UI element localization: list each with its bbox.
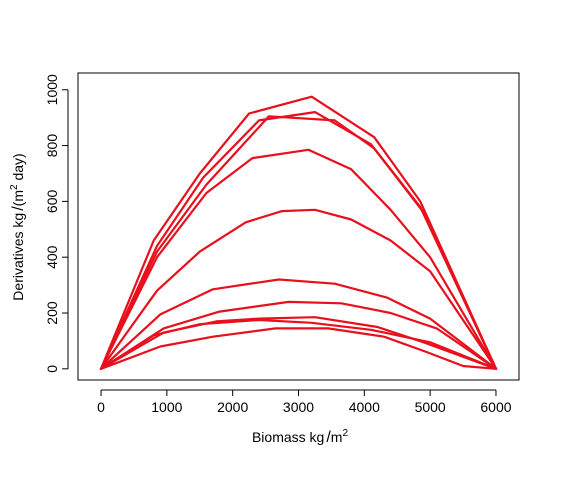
x-tick-label-4: 4000 <box>349 399 380 415</box>
series-line-5 <box>99 208 498 370</box>
y-tick-label-4: 800 <box>44 134 60 158</box>
y-ticks: 0 200 400 600 800 1000 <box>44 74 68 373</box>
x-tick-label-3: 3000 <box>283 399 314 415</box>
x-tick-label-1: 1000 <box>151 399 182 415</box>
series-line-6 <box>99 278 498 370</box>
y-tick-label-1: 200 <box>44 301 60 325</box>
x-axis-label: Biomass kg/m2 <box>252 428 348 446</box>
series-group <box>99 95 498 370</box>
series-line-1 <box>99 95 498 370</box>
x-tick-label-2: 2000 <box>217 399 248 415</box>
x-tick-label-0: 0 <box>97 399 105 415</box>
x-tick-label-6: 6000 <box>480 399 511 415</box>
y-axis-label: Derivatives kg/(m2 day) <box>9 153 27 300</box>
series-line-4 <box>99 148 498 370</box>
series-line-7 <box>99 300 498 370</box>
y-tick-label-3: 600 <box>44 189 60 213</box>
series-line-3 <box>99 115 498 370</box>
plot-box <box>77 72 520 381</box>
y-tick-label-5: 1000 <box>44 74 60 105</box>
x-ticks: 0 1000 2000 3000 4000 5000 6000 <box>97 390 512 415</box>
y-tick-label-0: 0 <box>44 365 60 373</box>
series-line-10 <box>99 327 498 370</box>
y-tick-label-2: 400 <box>44 245 60 269</box>
x-tick-label-5: 5000 <box>415 399 446 415</box>
series-line-9 <box>99 318 498 370</box>
